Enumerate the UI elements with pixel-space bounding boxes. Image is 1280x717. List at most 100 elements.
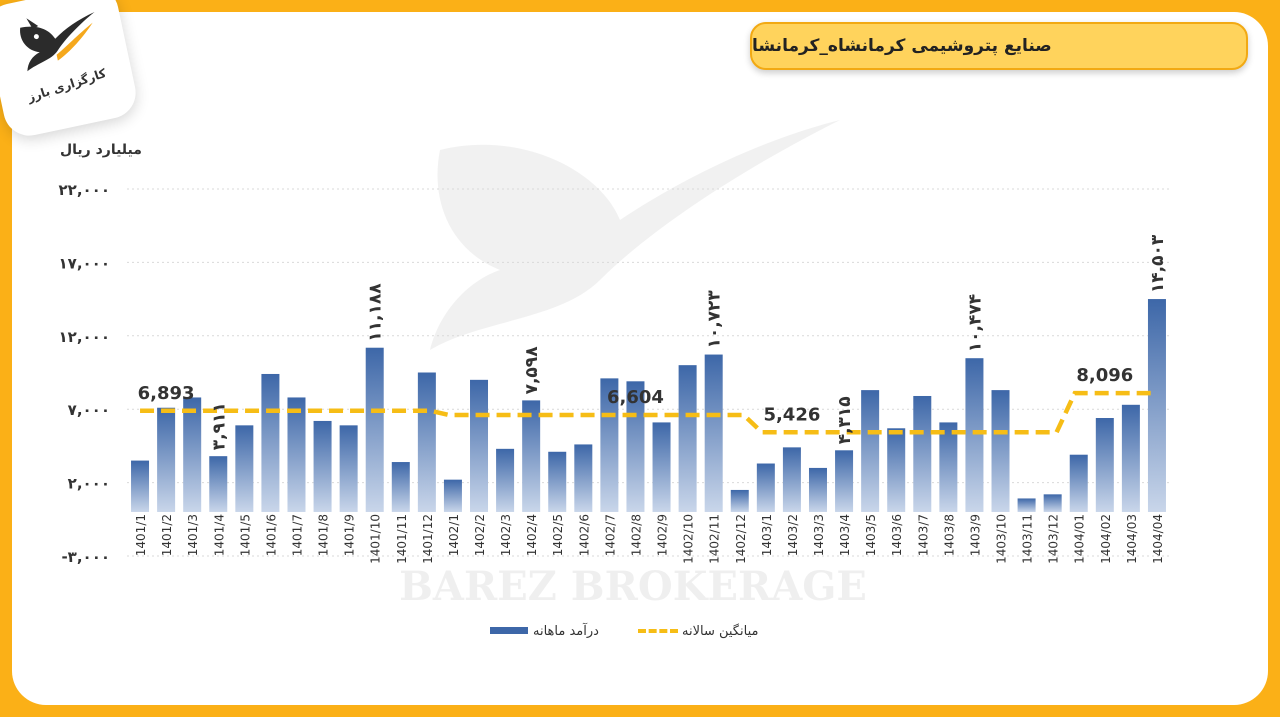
x-tick-label: 1402/1	[447, 514, 461, 556]
x-tick-label: 1403/1	[760, 514, 774, 556]
average-line-series	[140, 390, 1157, 435]
y-axis-unit-label: میلیارد ریال	[60, 142, 142, 158]
watermark: BAREZ BROKERAGE	[399, 120, 867, 610]
x-tick-label: 1401/10	[369, 514, 383, 564]
x-tick-label: 1404/04	[1151, 514, 1165, 564]
x-tick-label: 1401/6	[264, 514, 278, 556]
x-tick-label: 1402/9	[656, 514, 670, 556]
bar-data-label: ۴,۳۱۵	[835, 396, 855, 444]
x-tick-label: 1401/8	[317, 514, 331, 556]
y-axis-ticks: -۳,۰۰۰ ۲,۰۰۰ ۷,۰۰۰ ۱۲,۰۰۰ ۱۷,۰۰۰ ۲۲,۰۰۰	[59, 181, 110, 566]
bar	[1121, 404, 1140, 512]
bar	[470, 379, 489, 512]
legend-bar-swatch	[490, 627, 528, 634]
x-tick-label: 1402/12	[734, 514, 748, 564]
average-data-label: 8,096	[1076, 365, 1133, 386]
x-tick-label: 1401/3	[186, 514, 200, 556]
bar	[704, 354, 723, 512]
bar	[496, 448, 515, 512]
bar	[183, 397, 202, 512]
bar-data-label: ۱۰,۷۲۳	[705, 290, 725, 349]
x-tick-label: 1402/7	[603, 514, 617, 556]
bar	[313, 420, 332, 512]
x-tick-label: 1403/7	[916, 514, 930, 556]
x-tick-label: 1401/2	[160, 514, 174, 556]
bar-data-label: ۷,۵۹۸	[522, 346, 542, 395]
x-tick-label: 1402/10	[682, 514, 696, 564]
chart-title: صنایع پتروشیمی کرمانشاه_کرمانشا	[752, 36, 1052, 56]
bar	[365, 347, 384, 512]
bar-data-label: ۱۴,۵۰۳	[1148, 234, 1168, 293]
x-tick-label: 1402/3	[499, 514, 513, 556]
bar	[730, 489, 749, 512]
x-tick-label: 1403/4	[838, 514, 852, 556]
bar	[913, 395, 932, 512]
bar	[574, 444, 593, 512]
x-tick-label: 1403/8	[942, 514, 956, 556]
y-tick-label: ۱۲,۰۰۰	[59, 328, 110, 346]
x-tick-label: 1402/4	[525, 514, 539, 556]
y-tick-label: ۲,۰۰۰	[68, 475, 110, 493]
average-data-label: 6,893	[138, 383, 195, 404]
bar	[1095, 418, 1114, 512]
x-tick-label: 1403/10	[995, 514, 1009, 564]
x-tick-label: 1401/9	[343, 514, 357, 556]
bar	[522, 400, 541, 512]
x-tick-label: 1402/8	[629, 514, 643, 556]
grid-lines	[127, 188, 1170, 557]
y-tick-label: ۱۷,۰۰۰	[59, 254, 110, 272]
x-tick-label: 1402/6	[577, 514, 591, 556]
average-line	[140, 390, 1157, 435]
x-tick-label: 1402/5	[551, 514, 565, 556]
bar	[808, 467, 827, 512]
bar	[991, 390, 1010, 512]
bar	[965, 358, 984, 512]
legend-bar-label: درآمد ماهانه	[533, 624, 599, 639]
x-tick-label: 1404/02	[1099, 514, 1113, 564]
eagle-logo-icon: کارگزاری بارز	[20, 11, 108, 105]
x-tick-label: 1404/03	[1125, 514, 1139, 564]
x-tick-label: 1404/01	[1073, 514, 1087, 564]
bar	[1069, 454, 1088, 512]
legend-line-swatch	[638, 629, 678, 633]
bar	[782, 447, 801, 512]
bar	[600, 378, 619, 512]
x-tick-label: 1403/2	[786, 514, 800, 556]
legend-line-label: میانگین سالانه	[682, 624, 759, 639]
average-data-label: 5,426	[763, 404, 820, 425]
bar	[887, 428, 906, 512]
bar	[1147, 299, 1166, 512]
x-tick-label: 1401/5	[238, 514, 252, 556]
bar	[209, 456, 228, 512]
bar	[287, 397, 306, 512]
bar	[939, 422, 958, 512]
bar	[131, 460, 150, 512]
bar-data-label: ۱۱,۱۸۸	[366, 283, 386, 342]
watermark-text: BAREZ BROKERAGE	[399, 563, 867, 610]
bar	[1017, 498, 1036, 512]
bar	[1043, 494, 1062, 512]
y-tick-label: ۷,۰۰۰	[68, 401, 110, 419]
bar	[443, 479, 462, 512]
x-tick-label: 1403/5	[864, 514, 878, 556]
x-tick-label: 1403/11	[1021, 514, 1035, 564]
x-tick-label: 1402/11	[708, 514, 722, 564]
x-tick-label: 1403/9	[968, 514, 982, 556]
x-tick-label: 1403/3	[812, 514, 826, 556]
chart-card	[12, 12, 1268, 705]
bar	[261, 373, 280, 512]
bar	[235, 425, 254, 512]
data-labels: ۳,۹۱۱ ۱۱,۱۸۸ ۷,۵۹۸ ۱۰,۷۲۳ ۴,۳۱۵ ۱۰,۴۷۴ ۱۴,۵۰۳ 6…	[138, 234, 1168, 450]
y-tick-label: ۲۲,۰۰۰	[59, 181, 110, 199]
average-data-label: 6,604	[607, 387, 664, 408]
bar	[157, 407, 176, 512]
bar	[548, 451, 567, 512]
bar	[391, 462, 410, 512]
x-tick-label: 1403/6	[890, 514, 904, 556]
bar	[652, 422, 671, 512]
bar-data-label: ۳,۹۱۱	[209, 402, 229, 450]
bar	[339, 425, 358, 512]
x-tick-label: 1403/12	[1047, 514, 1061, 564]
x-tick-label: 1401/12	[421, 514, 435, 564]
x-axis-ticks: 1401/1 1401/2 1401/3 1401/4 1401/5 1401/6 1401…	[134, 514, 1165, 564]
